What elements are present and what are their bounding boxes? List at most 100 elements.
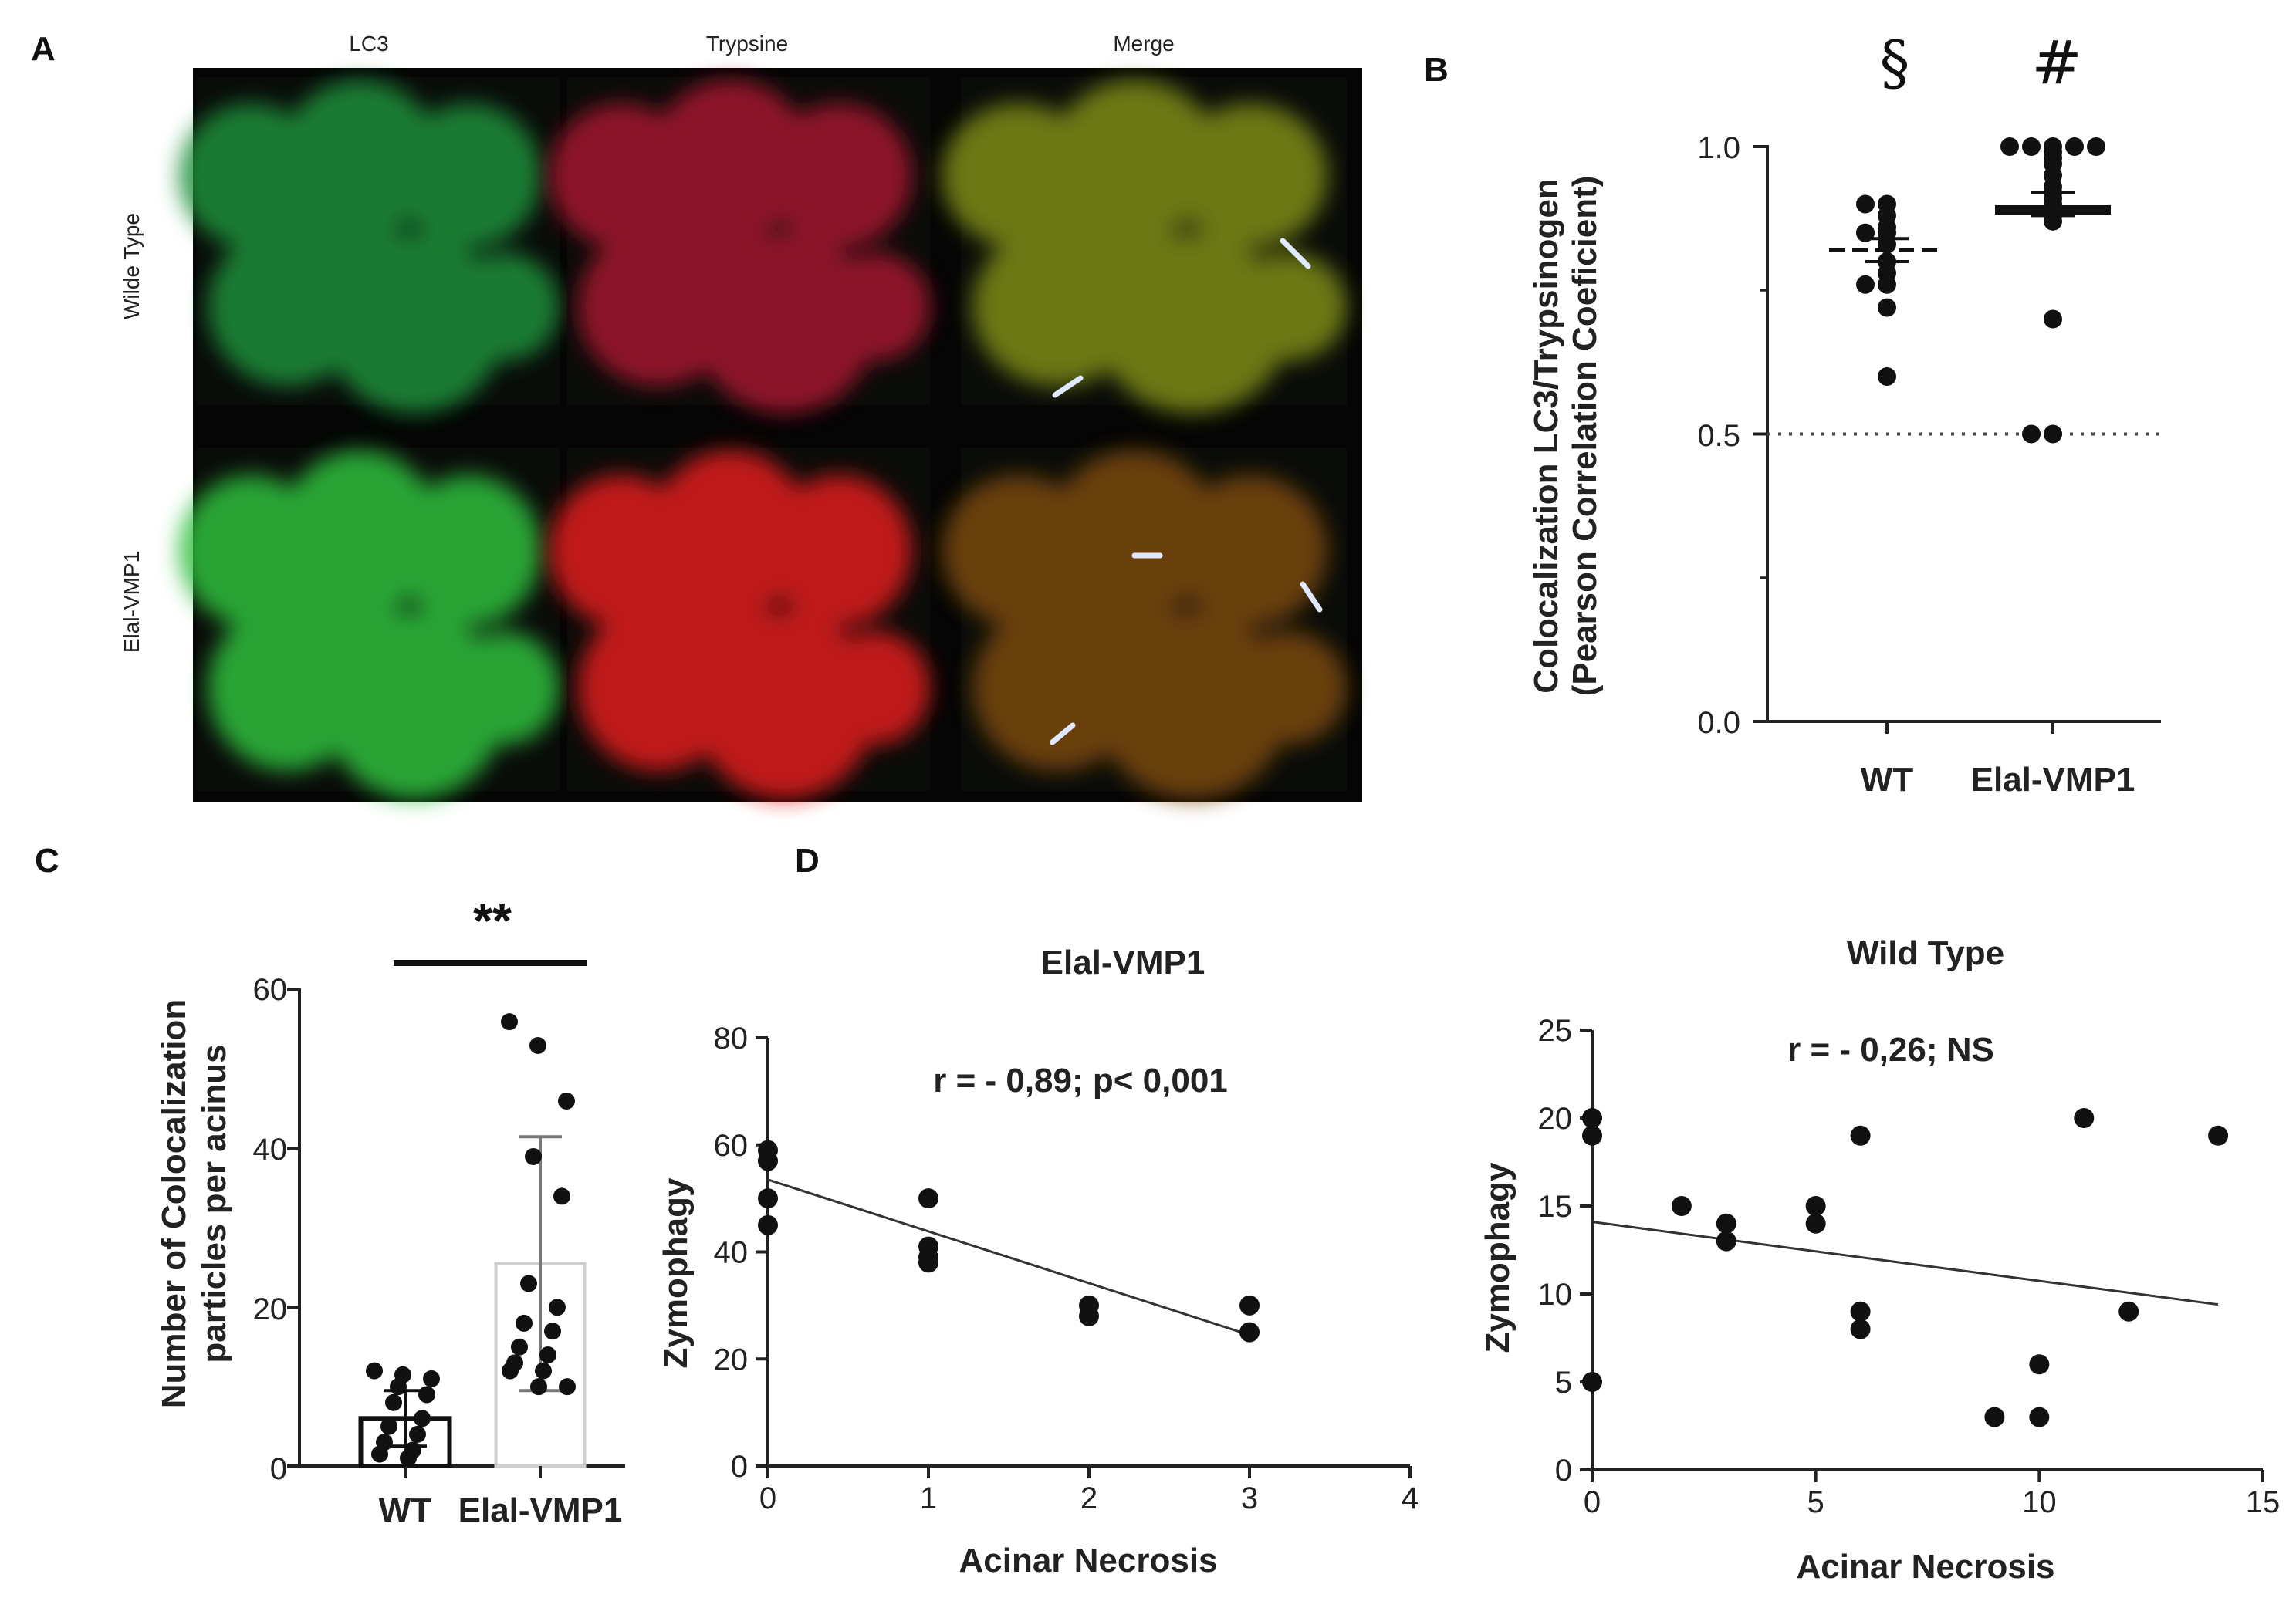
chart-c-point <box>380 1417 397 1435</box>
panel-label-b: B <box>1424 51 1449 89</box>
tissue-lobule <box>1231 631 1347 745</box>
panel-label-d: D <box>795 842 820 880</box>
chart-c: Number of Colocalization particles per a… <box>155 893 625 1529</box>
chart-b-point <box>2065 137 2084 156</box>
chart-d2-point <box>1805 1196 1826 1216</box>
tissue-lobule <box>1231 252 1347 361</box>
column-label-merge: Merge <box>1113 32 1174 56</box>
chart-d1-xtick-label: 2 <box>1080 1481 1097 1515</box>
chart-d1-xlabel: Acinar Necrosis <box>959 1542 1217 1579</box>
chart-b-ylabel-line1: Colocalization LC3/Trypsinogen <box>1527 178 1565 693</box>
chart-d1-annotation: r = - 0,89; p< 0,001 <box>933 1062 1228 1100</box>
row-label-vmp1: Elal-VMP1 <box>120 551 144 653</box>
chart-d2-title: Wild Type <box>1847 934 2004 972</box>
chart-d1-ytick-label: 0 <box>731 1450 748 1484</box>
arrow-icon <box>1052 375 1084 398</box>
chart-b-point <box>1856 275 1875 294</box>
chart-b-symbol-vmp1: # <box>2031 29 2081 98</box>
microscopy-panel: LC3 Trypsine Merge Wilde Type Elal-VMP1 <box>120 32 1362 802</box>
chart-b-symbol-wt: § <box>1880 29 1910 98</box>
chart-d2-ytick-label: 0 <box>1555 1454 1572 1488</box>
chart-c-xtick-vmp1: Elal-VMP1 <box>458 1491 623 1529</box>
chart-d1-fit-line <box>767 1178 1250 1336</box>
chart-b: Colocalization LC3/Trypsinogen (Pearson … <box>1527 29 2161 799</box>
chart-b-ytick-05: 0.5 <box>1697 419 1740 453</box>
chart-d2-xtick-label: 15 <box>2246 1485 2281 1519</box>
chart-c-ytick-60: 60 <box>253 973 288 1007</box>
chart-b-point <box>2044 309 2062 329</box>
tissue-lobule <box>1057 187 1173 296</box>
chart-c-significance: ** <box>473 893 512 948</box>
chart-d1-point <box>1239 1322 1260 1343</box>
chart-d1-ytick-label: 40 <box>714 1236 749 1270</box>
tissue-lobule <box>396 103 542 248</box>
micrograph-tissue <box>942 79 1347 414</box>
chart-b-point <box>2000 137 2019 156</box>
chart-d2-point <box>1716 1231 1736 1252</box>
chart-d2-xtick-label: 0 <box>1584 1485 1601 1519</box>
tissue-lobule <box>1173 103 1327 248</box>
chart-d1-xtick-label: 3 <box>1241 1481 1258 1515</box>
chart-c-point <box>529 1036 546 1054</box>
chart-d1-ytick-label: 20 <box>714 1343 749 1377</box>
chart-d2-point <box>2074 1108 2095 1128</box>
chart-b-xtick-wt: WT <box>1861 761 1914 799</box>
chart-d2-point <box>1850 1301 1871 1322</box>
chart-d2-point <box>1850 1125 1871 1146</box>
chart-c-point <box>418 1386 435 1404</box>
arrow-icon <box>1050 722 1076 745</box>
micrograph-tissue <box>178 450 560 800</box>
chart-c-point <box>559 1378 576 1396</box>
chart-d1-xtick-label: 0 <box>759 1481 776 1515</box>
chart-d2-fit-line <box>1591 1221 2219 1306</box>
chart-c-point <box>549 1299 566 1316</box>
chart-d2: Wild Type r = - 0,26; NS Zymophagy Acina… <box>1479 934 2280 1586</box>
chart-d1-point <box>758 1188 778 1209</box>
chart-d1-point <box>918 1188 938 1209</box>
chart-d1-point <box>918 1252 938 1273</box>
chart-d1-ytick-label: 60 <box>714 1129 749 1163</box>
chart-d2-xtick-label: 10 <box>2022 1485 2057 1519</box>
chart-b-point <box>2044 424 2062 444</box>
chart-d2-point <box>1582 1125 1602 1146</box>
chart-c-point <box>409 1425 426 1443</box>
chart-b-point <box>2022 137 2041 156</box>
chart-d2-point <box>1671 1196 1692 1216</box>
chart-c-point <box>535 1362 552 1380</box>
tissue-lobule <box>451 252 560 361</box>
chart-d2-annotation: r = - 0,26; NS <box>1787 1031 1994 1069</box>
chart-c-point <box>414 1410 431 1427</box>
chart-c-point <box>385 1393 402 1411</box>
chart-b-point <box>2022 424 2041 444</box>
chart-c-point <box>501 1013 518 1031</box>
chart-c-point <box>525 1147 542 1165</box>
chart-c-point <box>530 1378 547 1396</box>
micrograph-tissue <box>942 450 1347 800</box>
tissue-lobule <box>1057 562 1173 676</box>
chart-d2-point <box>2029 1354 2050 1375</box>
tissue-lobule <box>766 103 912 248</box>
chart-d2-xtick-label: 5 <box>1807 1485 1824 1519</box>
tissue-lobule <box>658 562 767 676</box>
chart-d2-ytick-label: 5 <box>1555 1366 1572 1400</box>
chart-c-point <box>511 1338 528 1356</box>
micrograph-tissue <box>178 79 560 414</box>
chart-d2-ytick-label: 15 <box>1538 1190 1573 1224</box>
chart-d2-point <box>1716 1213 1736 1234</box>
chart-b-point <box>2087 137 2105 156</box>
chart-c-ytick-20: 20 <box>253 1292 288 1326</box>
column-label-trypsine: Trypsine <box>706 32 788 56</box>
chart-d1-ytick-label: 80 <box>714 1022 749 1056</box>
chart-c-point <box>400 1449 417 1467</box>
chart-b-ylabel-line2: (Pearson Correlation Coeficient) <box>1566 176 1604 697</box>
chart-d1-point <box>758 1150 778 1171</box>
chart-b-ytick-0: 0.0 <box>1697 706 1740 740</box>
chart-d1: Elal-VMP1 r = - 0,89; p< 0,001 Zymophagy… <box>657 944 1419 1579</box>
chart-d1-title: Elal-VMP1 <box>1041 944 1205 981</box>
chart-c-xtick-wt: WT <box>379 1491 432 1529</box>
chart-b-point <box>1856 194 1875 214</box>
chart-d2-ytick-label: 10 <box>1538 1278 1573 1312</box>
chart-d2-point <box>1984 1407 2005 1427</box>
chart-c-ylabel-line1: Number of Colocalization <box>155 999 193 1408</box>
panel-label-a: A <box>31 30 56 68</box>
